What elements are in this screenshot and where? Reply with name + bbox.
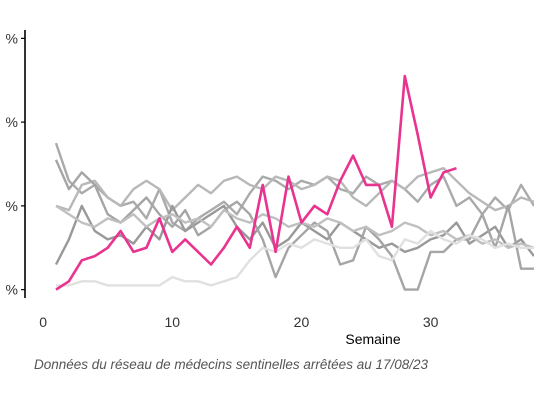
x-tick-label: 0 (39, 314, 47, 330)
series-line-current (55, 74, 457, 291)
x-axis-title: Semaine (345, 331, 400, 347)
line-chart: %%%% 0 10 20 30 Semaine (6, 30, 534, 347)
series-line-past (55, 166, 534, 212)
series-line-past (54, 159, 534, 291)
y-tick-label: % (6, 198, 18, 214)
x-tick-label: 10 (164, 314, 180, 330)
x-tick-label: 30 (423, 314, 439, 330)
x-tick-label: 20 (294, 314, 310, 330)
y-tick-label: % (6, 282, 18, 298)
series-layer (54, 74, 534, 291)
series-line-past (56, 229, 534, 287)
y-tick-label: % (6, 30, 18, 46)
x-axis-ticks: 0 10 20 30 (39, 314, 438, 330)
y-tick-label: % (6, 114, 18, 130)
series-line-past (55, 204, 534, 250)
footnote: Données du réseau de médecins sentinelle… (34, 357, 429, 372)
y-axis-ticks: %%%% (6, 30, 25, 298)
series-line-past (54, 204, 534, 266)
